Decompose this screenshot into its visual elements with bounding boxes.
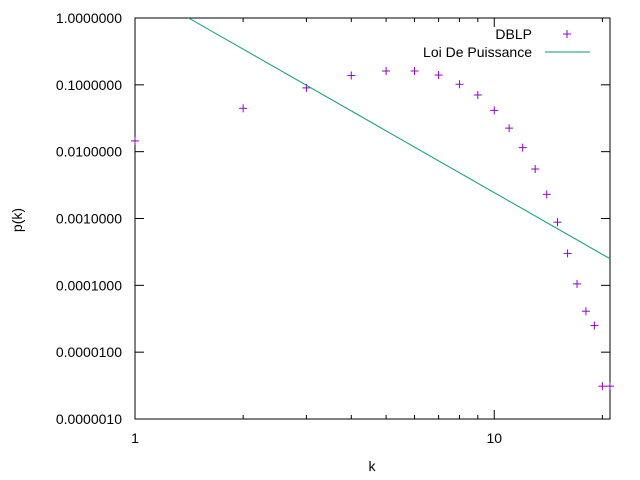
data-point <box>455 80 464 89</box>
data-point <box>239 104 248 113</box>
data-point <box>490 106 499 115</box>
y-tick-label: 0.0000100 <box>56 344 122 360</box>
legend-label: Loi De Puissance <box>423 44 532 60</box>
data-point <box>518 143 527 152</box>
y-axis: 1.0000000 0.1000000 0.0100000 0.0010000 0.00… <box>56 10 610 427</box>
y-tick-label: 0.0100000 <box>56 144 122 160</box>
y-tick-label: 0.0010000 <box>56 211 122 227</box>
y-tick-label: 0.1000000 <box>56 77 122 93</box>
series-layer <box>131 17 614 391</box>
power-law-line <box>188 17 611 260</box>
legend: DBLP Loi De Puissance <box>423 26 590 60</box>
x-axis: 1 10 <box>131 18 603 446</box>
data-point <box>598 382 607 391</box>
y-tick-label: 0.0001000 <box>56 277 122 293</box>
data-point <box>606 382 614 391</box>
legend-marker-swatch <box>563 30 571 38</box>
data-point <box>542 190 551 199</box>
data-point <box>563 249 572 258</box>
data-point <box>553 218 562 227</box>
data-point <box>531 165 540 174</box>
x-tick-label: 10 <box>486 430 502 446</box>
data-point <box>347 71 356 80</box>
data-point <box>473 90 482 99</box>
y-tick-label: 0.0000010 <box>56 411 122 427</box>
x-tick-label: 1 <box>131 430 139 446</box>
data-point <box>382 67 391 76</box>
data-point <box>573 279 582 288</box>
data-point <box>590 321 599 330</box>
y-axis-title: p(k) <box>9 208 25 232</box>
x-axis-title: k <box>369 458 377 474</box>
legend-label: DBLP <box>495 26 532 42</box>
y-tick-label: 1.0000000 <box>56 10 122 26</box>
data-point <box>505 124 514 133</box>
data-point <box>434 71 443 80</box>
data-point <box>131 136 139 145</box>
data-point <box>410 67 419 76</box>
data-point <box>581 307 590 316</box>
